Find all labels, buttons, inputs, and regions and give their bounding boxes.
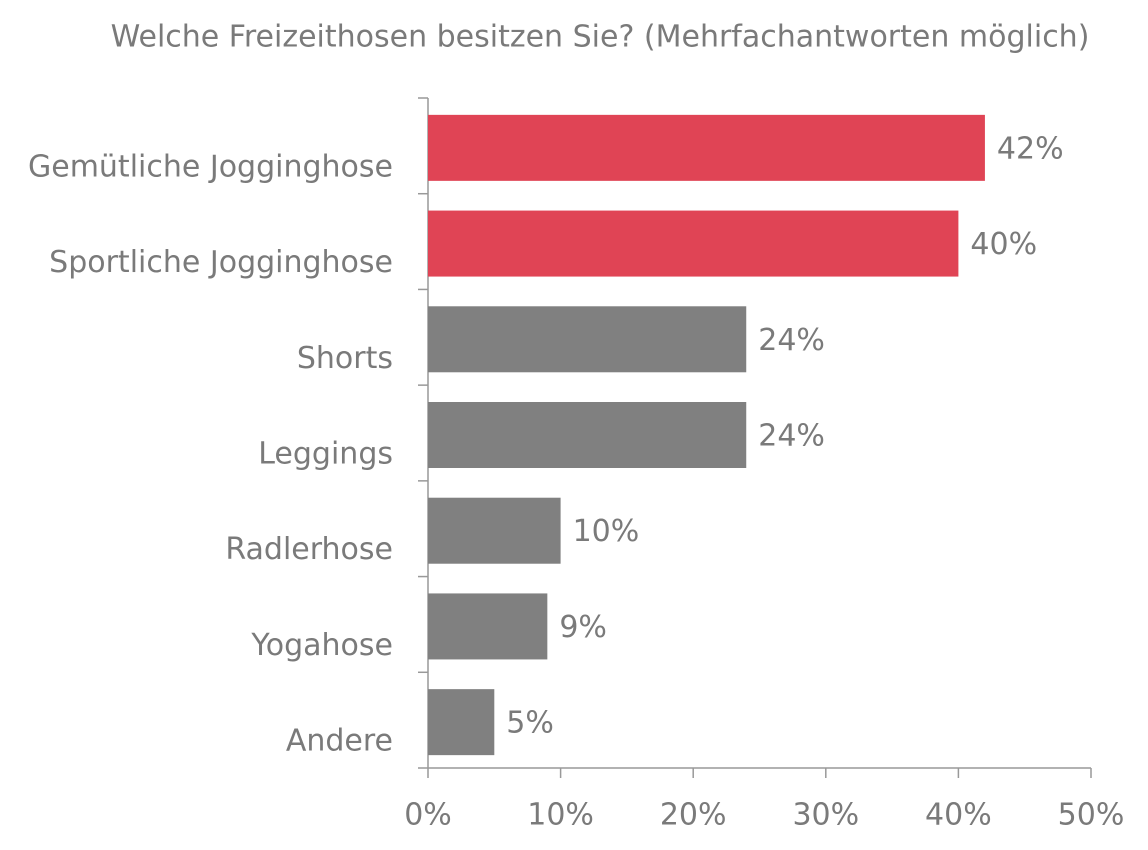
category-label: Andere — [286, 724, 393, 759]
category-label: Sportliche Jogginghose — [49, 245, 393, 280]
value-label: 24% — [758, 323, 825, 358]
category-label: Shorts — [297, 341, 393, 376]
value-label: 10% — [573, 514, 640, 549]
value-label: 9% — [559, 610, 607, 645]
bar — [428, 210, 959, 277]
x-tick-label: 50% — [1058, 798, 1125, 833]
x-tick-label: 0% — [404, 798, 452, 833]
bar — [428, 114, 985, 181]
value-label: 40% — [970, 227, 1037, 262]
category-label: Leggings — [258, 437, 393, 472]
bar — [428, 306, 747, 373]
x-tick-label: 40% — [925, 798, 992, 833]
value-label: 24% — [758, 419, 825, 454]
value-label: 42% — [997, 131, 1064, 166]
bar — [428, 689, 495, 756]
chart-title: Welche Freizeithosen besitzen Sie? (Mehr… — [111, 20, 1090, 55]
category-label: Radlerhose — [225, 532, 393, 567]
x-tick-label: 10% — [527, 798, 594, 833]
value-label: 5% — [506, 706, 554, 741]
bar — [428, 497, 561, 564]
category-label: Gemütliche Jogginghose — [28, 149, 393, 184]
x-tick-label: 30% — [792, 798, 859, 833]
bar — [428, 593, 548, 660]
category-label: Yogahose — [250, 628, 393, 663]
x-tick-label: 20% — [660, 798, 727, 833]
bar — [428, 402, 747, 468]
